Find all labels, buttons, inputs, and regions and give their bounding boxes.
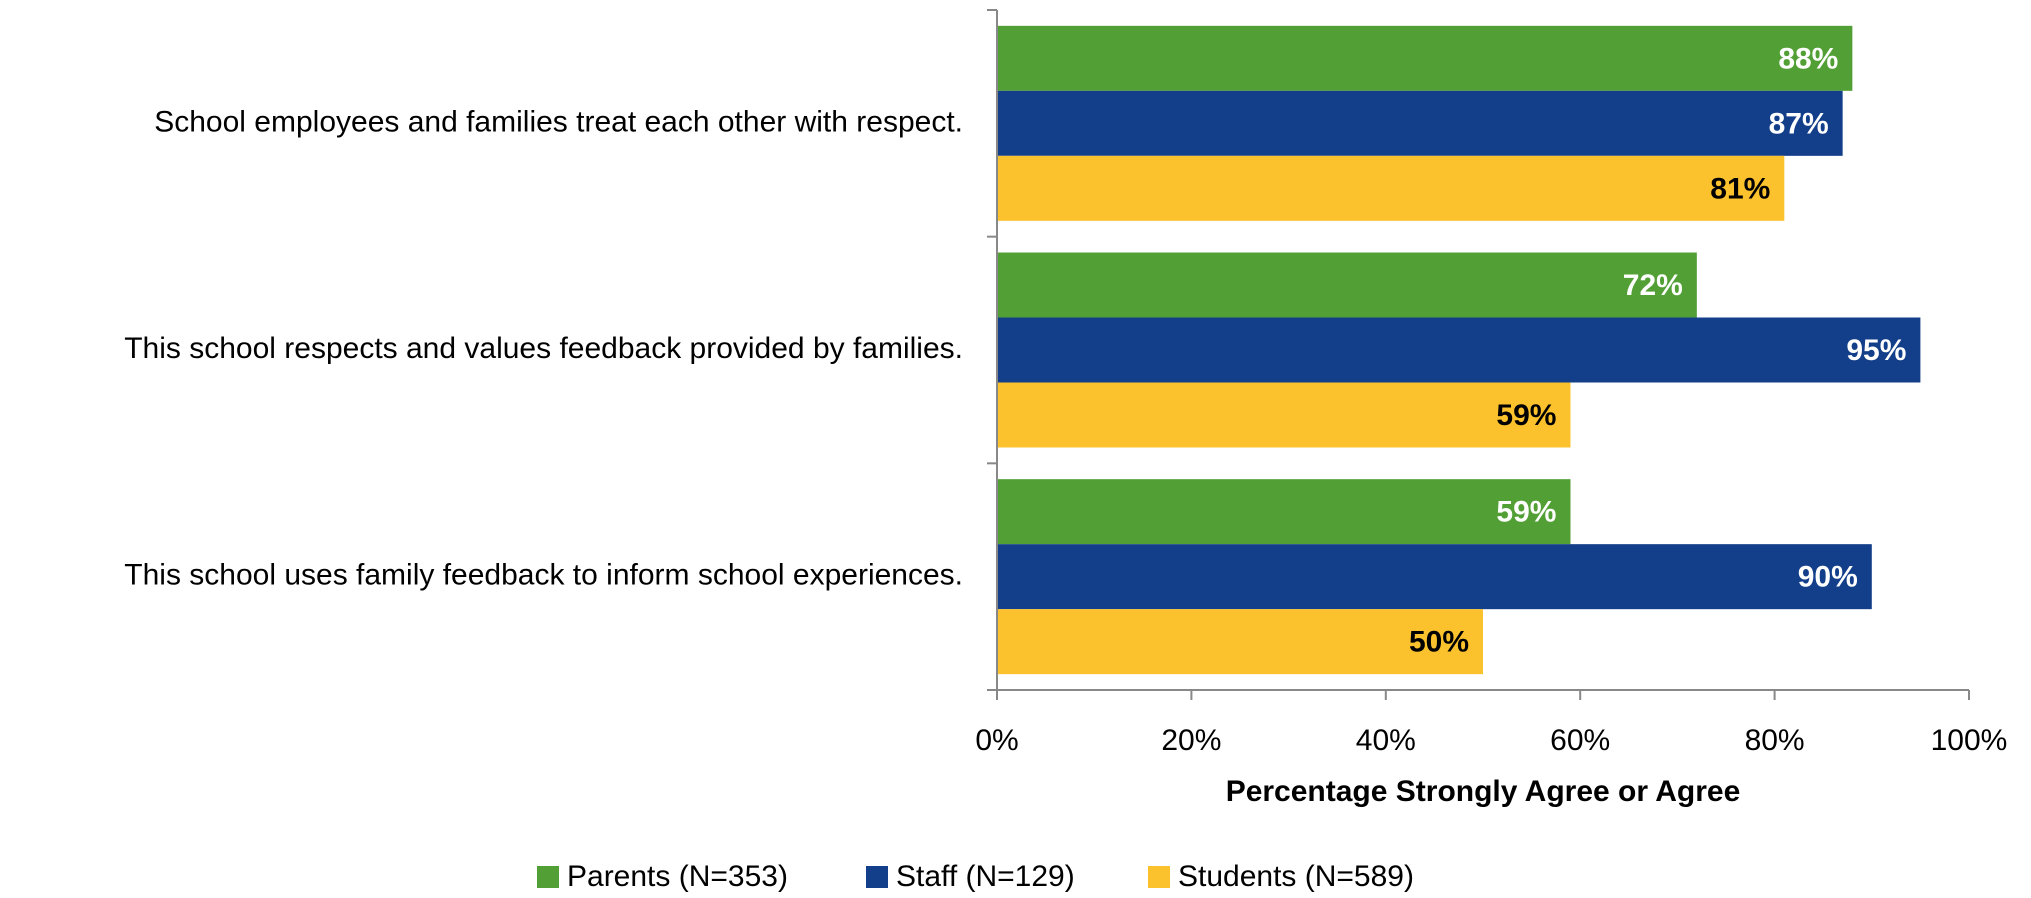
bar [997,25,1853,91]
x-tick-label: 0% [975,724,1018,757]
legend-swatch [1148,866,1170,888]
bar [997,90,1843,156]
data-label: 87% [1769,107,1829,140]
bar [997,479,1571,545]
legend-label: Staff (N=129) [896,860,1075,893]
y-tick-label: This school uses family feedback to info… [124,559,963,592]
data-label: 50% [1409,626,1469,659]
bar [997,544,1872,610]
bar [997,609,1483,675]
x-tick-label: 40% [1356,724,1416,757]
y-tick-label: School employees and families treat each… [154,105,963,138]
x-axis-title: Percentage Strongly Agree or Agree [1226,775,1741,808]
x-tick-label: 80% [1745,724,1805,757]
data-label: 88% [1778,42,1838,75]
data-label: 59% [1496,496,1556,529]
data-label: 95% [1846,334,1906,367]
data-label: 90% [1798,561,1858,594]
legend-label: Students (N=589) [1178,860,1414,893]
legend-swatch [866,866,888,888]
bar [997,155,1785,221]
data-label: 72% [1623,269,1683,302]
y-tick-label: This school respects and values feedback… [124,332,963,365]
data-label: 81% [1710,172,1770,205]
bar [997,317,1921,383]
data-label: 59% [1496,399,1556,432]
x-tick-label: 100% [1931,724,2008,757]
bar [997,252,1697,318]
legend-swatch [537,866,559,888]
bar [997,382,1571,448]
x-tick-label: 20% [1161,724,1221,757]
x-tick-label: 60% [1550,724,1610,757]
legend-label: Parents (N=353) [567,860,788,893]
